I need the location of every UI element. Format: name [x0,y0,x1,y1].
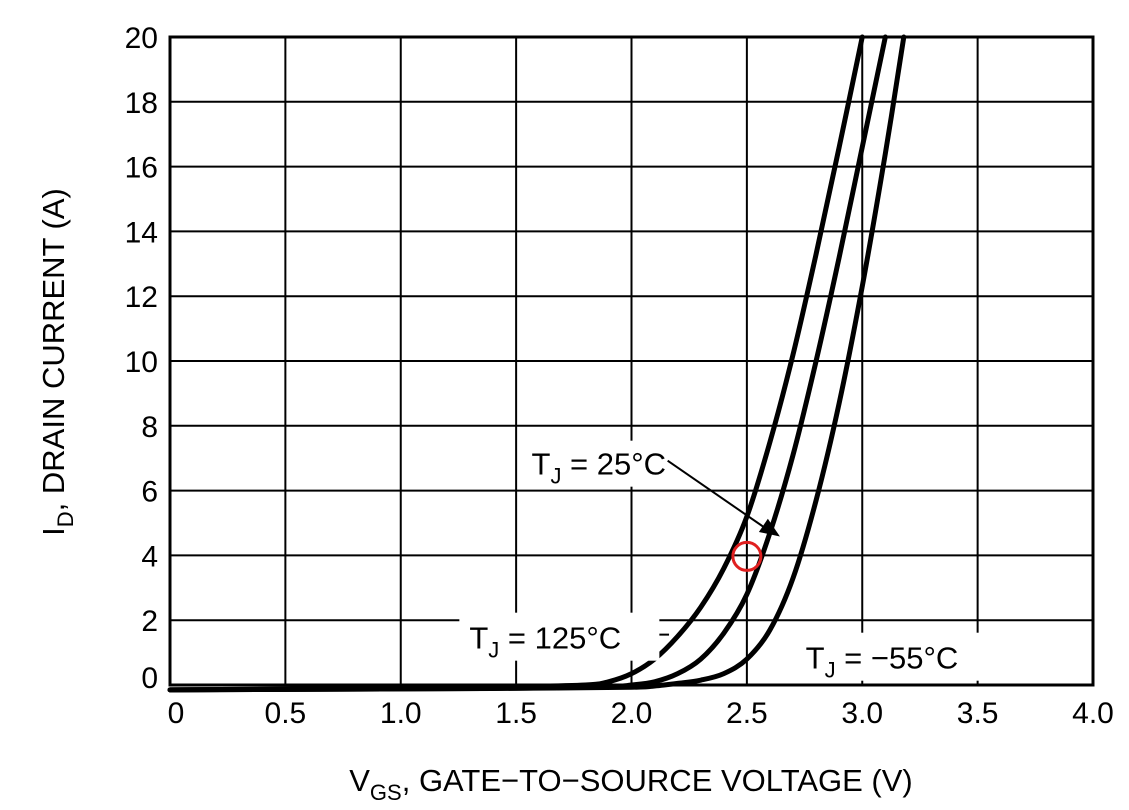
y-axis-title-group: ID, DRAIN CURRENT (A) [36,188,78,536]
annotation-label-minus55c: TJ = −55°C [806,641,959,683]
x-tick-label: 2.5 [726,697,768,730]
y-tick-label: 20 [125,22,158,55]
annotation-label-125c-subscript: J [488,638,499,663]
annotation-bg [459,612,660,661]
x-tick-label: 3.5 [957,697,999,730]
y-tick-label: 0 [141,662,158,695]
annotation-label-minus55c-rest: = −55°C [836,641,959,676]
annotation-label-25c-rest: = 25°C [561,447,666,482]
plot-frame [168,35,1095,687]
x-tick-label: 0.5 [265,697,307,730]
y-tick-label: 18 [125,87,158,120]
x-tick-label: 0 [168,697,185,730]
y-tick-label: 6 [141,476,158,509]
highlight-marker [731,540,763,572]
x-tick-label: 4.0 [1072,697,1114,730]
y-axis-title-rest: , DRAIN CURRENT (A) [36,188,71,511]
y-tick-label: 12 [125,281,158,314]
annotation-arrow-line [667,459,767,530]
curves [167,34,907,693]
annotation-label-25c-main: T [532,447,551,482]
y-tick-label: 10 [125,346,158,379]
y-tick-label: 14 [125,216,158,249]
x-tick-label: 2.0 [611,697,653,730]
x-tick-labels: 0 0.5 1.0 1.5 2.0 2.5 3.0 3.5 4.0 [168,697,1114,730]
annotation-bg [795,632,986,681]
y-axis-title-subscript: D [53,511,78,527]
x-axis-title-subscript: GS [370,780,402,805]
annotations: TJ = 25°CTJ = 125°CTJ = −55°C [459,440,986,683]
y-tick-labels: 0 2 4 6 8 10 12 14 16 18 20 [125,22,158,695]
y-tick-label: 16 [125,152,158,185]
x-tick-label: 3.0 [841,697,883,730]
annotation-label-125c-main: T [469,621,488,656]
annotation-label-minus55c-subscript: J [825,658,836,683]
x-axis-title: VGS, GATE−TO−SOURCE VOLTAGE (V) [349,763,913,805]
series-line--55C [167,34,907,693]
axis-titles: VGS, GATE−TO−SOURCE VOLTAGE (V) ID, DRAIN… [36,188,913,805]
annotation-label-25c-subscript: J [550,464,561,489]
annotation-label-125c: TJ = 125°C [469,621,621,663]
annotation-label-minus55c-main: T [806,641,825,676]
y-tick-label: 2 [141,605,158,638]
y-tick-label: 8 [141,411,158,444]
x-axis-title-rest: , GATE−TO−SOURCE VOLTAGE (V) [402,763,913,798]
y-tick-label: 4 [141,540,158,573]
y-axis-title: ID, DRAIN CURRENT (A) [36,188,78,536]
annotation-label-125c-rest: = 125°C [499,621,621,656]
annotation-label-25c: TJ = 25°C [532,447,667,489]
y-axis-title-main: I [36,527,71,536]
x-tick-label: 1.5 [495,697,537,730]
x-axis-title-main: V [349,763,370,798]
x-tick-label: 1.0 [380,697,422,730]
annotation-arrow-head [758,518,780,537]
